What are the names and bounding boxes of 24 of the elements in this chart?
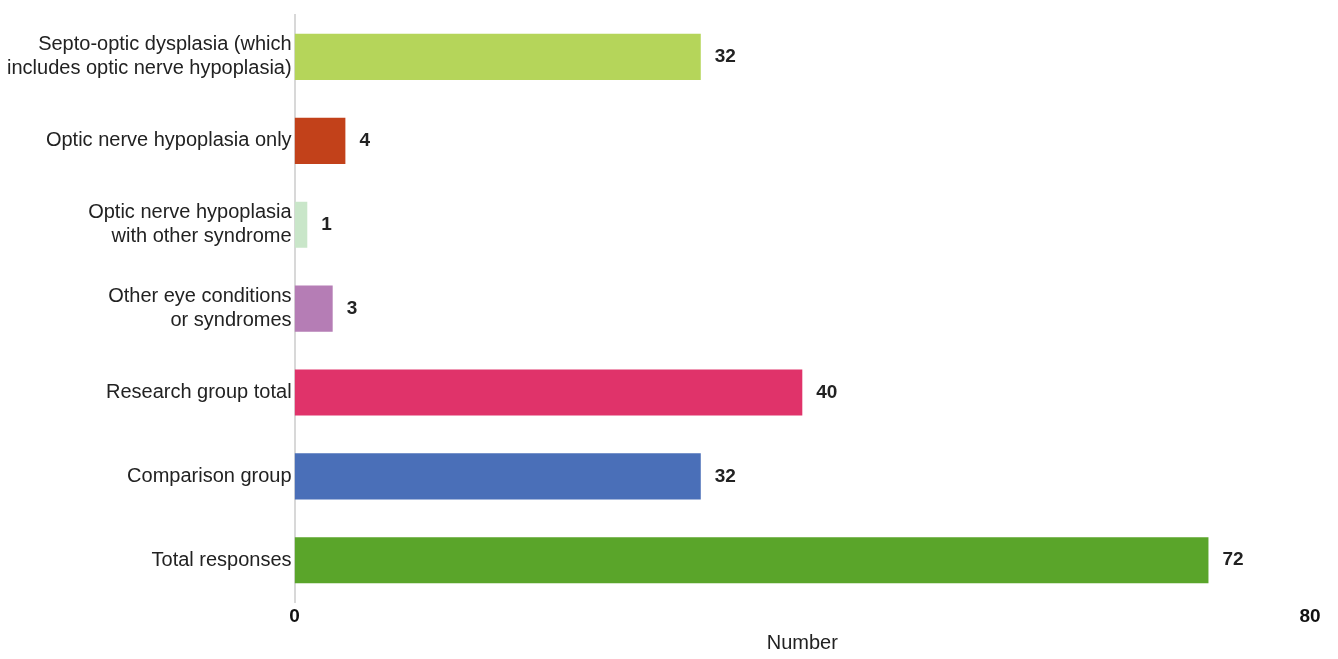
y-tick-label: Total responses [151,547,292,570]
bar [294,537,1209,584]
y-tick-label: Research group total [105,380,292,402]
data-label: 3 [346,296,358,318]
data-label: 40 [816,380,838,402]
y-tick-label: Optic nerve hypoplasia only [45,128,292,151]
bar [294,201,308,248]
data-label: 32 [714,464,736,486]
bar [294,117,346,164]
bar [294,33,701,81]
x-tick-label: 80 [1299,604,1321,626]
data-label: 72 [1222,548,1244,570]
data-label: 1 [321,212,333,234]
x-axis-title: Number [766,630,839,653]
data-label: 32 [714,45,736,67]
x-tick-label: 0 [289,604,300,626]
y-tick-label: Comparison group [127,463,292,486]
bar [294,453,701,500]
y-tick-label: Other eye conditions or syndromes [108,284,292,331]
bar [294,369,803,416]
bar [294,285,333,332]
y-tick-label: Septo-optic dysplasia (which includes optic nerve hypoplasia) [7,32,292,79]
data-label: 4 [359,129,371,151]
y-tick-label: Optic nerve hypoplasia with other syndrome [88,200,293,247]
